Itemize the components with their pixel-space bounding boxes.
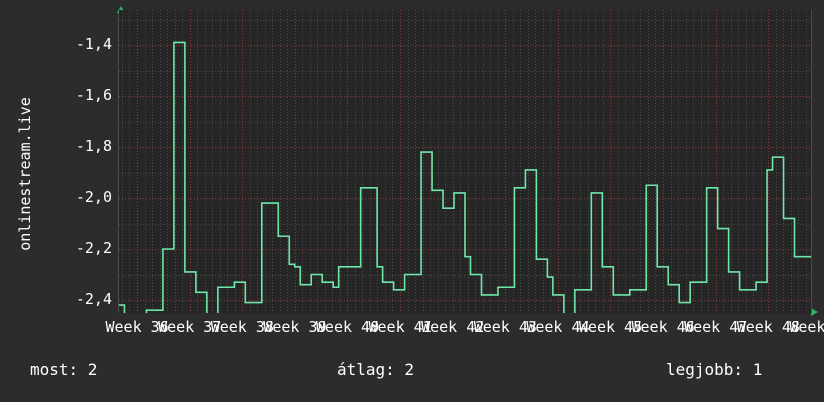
x-tick-label: Week 48	[736, 318, 800, 336]
x-tick-label: Week 36	[105, 318, 169, 336]
data-series-line	[119, 10, 811, 313]
x-axis-tick-labels: Week 36 Week 37 Week 38 Week 39 Week 40 Week …	[0, 318, 824, 338]
y-tick-label: -2,0	[75, 188, 112, 206]
legend-most: most: 2	[30, 360, 98, 379]
y-tick-label: -1,8	[75, 137, 112, 155]
x-tick-label: Week 49	[789, 318, 824, 336]
x-tick-label: Week 38	[210, 318, 274, 336]
y-axis-line	[118, 10, 119, 313]
plot-background	[119, 10, 811, 313]
plot-area	[119, 10, 812, 313]
x-axis-arrow-icon	[811, 308, 818, 316]
y-tick-label: -1,6	[75, 86, 112, 104]
y-tick-label: -2,4	[75, 290, 112, 308]
y-axis-tick-labels: -1,4 -1,6 -1,8 -2,0 -2,2 -2,4	[32, 0, 112, 402]
y-tick-label: -1,4	[75, 35, 112, 53]
x-tick-label: Week 39	[263, 318, 327, 336]
y-tick-label: -2,2	[75, 239, 112, 257]
x-tick-label: Week 42	[421, 318, 485, 336]
x-tick-label: Week 40	[315, 318, 380, 336]
legend-atlag: átlag: 2	[337, 360, 415, 379]
x-tick-label: Week 37	[158, 318, 222, 336]
x-tick-label: Week 45	[578, 318, 643, 336]
legend-row: most: 2 átlag: 2 legjobb: 1	[0, 358, 824, 388]
x-tick-label: Week 46	[631, 318, 695, 336]
x-tick-label: Week 47	[684, 318, 748, 336]
y-axis-arrow-icon	[117, 6, 125, 13]
x-tick-label: Week 41	[368, 318, 432, 336]
legend-legjobb: legjobb: 1	[666, 360, 763, 379]
x-tick-label: Week 43	[473, 318, 537, 336]
x-tick-label: Week 44	[526, 318, 590, 336]
